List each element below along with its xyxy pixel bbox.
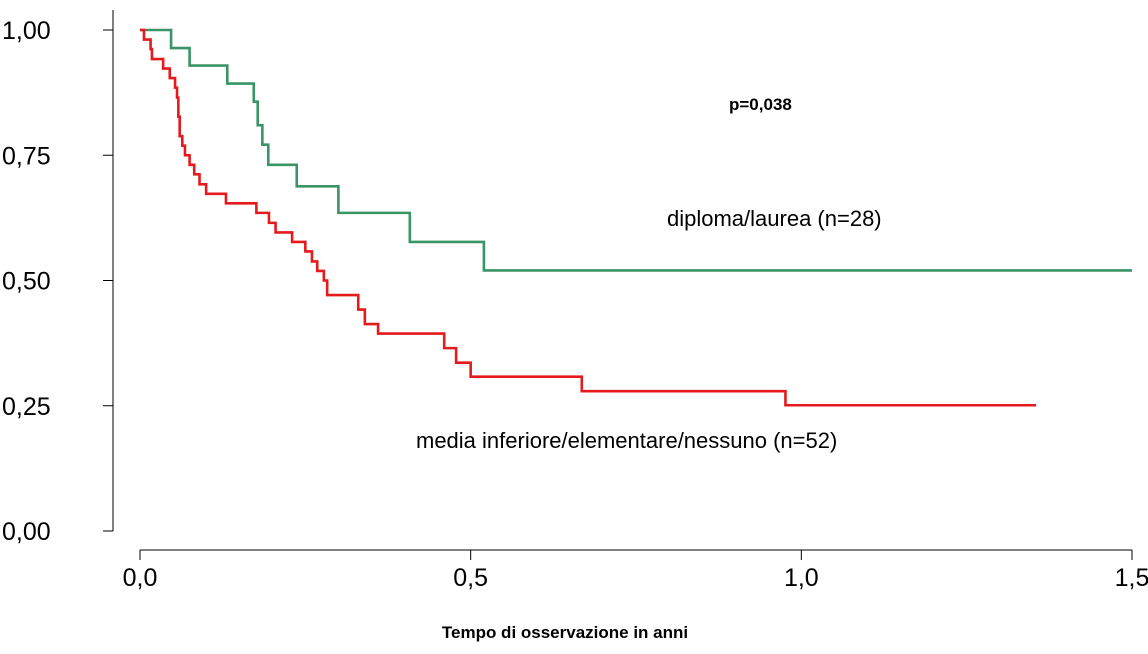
x-axis-title: Tempo di osservazione in anni (442, 623, 688, 642)
series-label-diploma: diploma/laurea (n=28) (667, 206, 882, 231)
series-label-media: media inferiore/elementare/nessuno (n=52… (416, 428, 837, 453)
p-value-label: p=0,038 (729, 95, 792, 114)
series-line-1 (140, 28, 1037, 407)
x-tick-label: 1,0 (784, 564, 819, 592)
x-tick-label: 0,0 (123, 564, 158, 592)
axes: 0,00 0,25 0,50 0,75 1,00 0,0 0,5 1,0 1,5 (2, 10, 1148, 592)
y-tick-label: 0,00 (2, 518, 51, 546)
y-tick-label: 0,50 (2, 268, 51, 296)
y-tick-label: 1,00 (2, 17, 51, 45)
x-tick-label: 1,5 (1115, 564, 1148, 592)
y-tick-label: 0,75 (2, 142, 51, 170)
series-line-0 (140, 28, 1132, 272)
y-tick-label: 0,25 (2, 393, 51, 421)
series-layer (140, 28, 1132, 407)
x-tick-label: 0,5 (453, 564, 488, 592)
